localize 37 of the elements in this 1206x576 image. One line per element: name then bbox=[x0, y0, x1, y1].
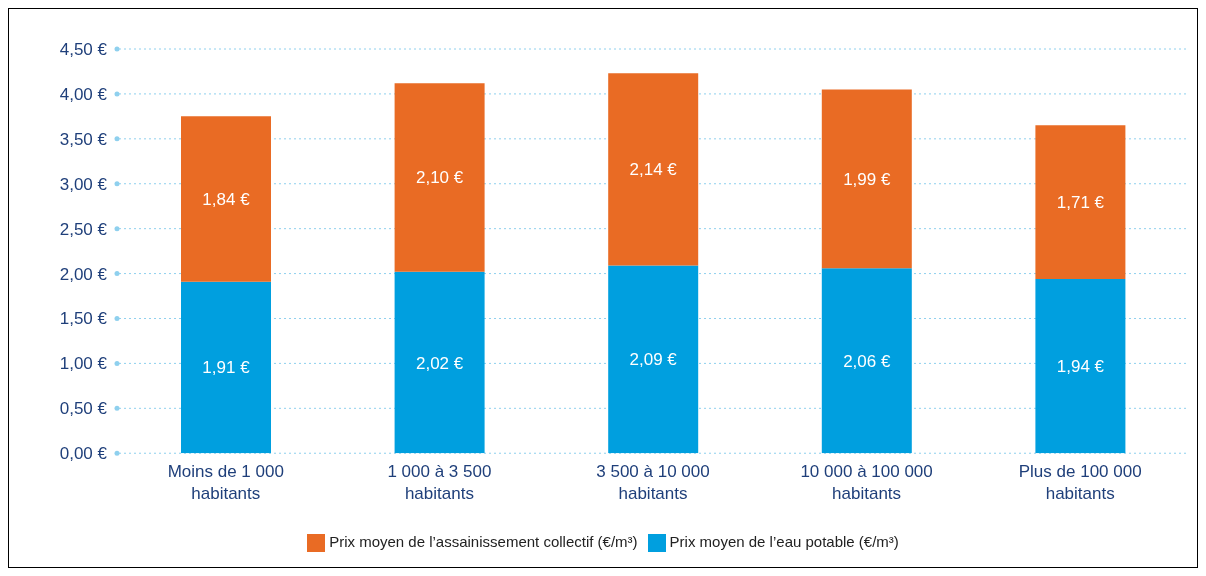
y-tick-label: 1,00 € bbox=[59, 354, 108, 374]
y-tick-label: 0,50 € bbox=[59, 399, 108, 419]
y-tick-label: 0,00 € bbox=[59, 444, 108, 464]
data-label: 1,84 € bbox=[202, 190, 251, 210]
data-label: 1,99 € bbox=[843, 169, 891, 189]
legend-label: Prix moyen de l’assainissement collectif (€/m³) bbox=[329, 533, 638, 551]
bar bbox=[1035, 125, 1126, 279]
bar bbox=[821, 89, 912, 269]
x-tick-label: 10 000 à 100 000 habitants bbox=[800, 462, 933, 504]
y-tick-label: 3,50 € bbox=[59, 129, 108, 149]
bar bbox=[1035, 278, 1126, 454]
bar bbox=[608, 73, 699, 266]
data-label: 2,10 € bbox=[415, 168, 464, 188]
bar bbox=[821, 268, 912, 454]
y-tick-label: 4,00 € bbox=[59, 84, 108, 104]
data-label: 1,91 € bbox=[202, 358, 251, 378]
data-label: 1,94 € bbox=[1056, 357, 1105, 377]
bar bbox=[394, 83, 485, 272]
y-tick-label: 2,50 € bbox=[59, 219, 108, 239]
data-label: 2,06 € bbox=[843, 351, 891, 371]
bar bbox=[394, 271, 485, 454]
data-label: 2,02 € bbox=[415, 353, 464, 373]
data-label: 1,71 € bbox=[1056, 193, 1105, 213]
x-tick-label: Plus de 100 000 habitants bbox=[1018, 462, 1142, 504]
bar bbox=[181, 281, 271, 454]
x-tick-label: 3 500 à 10 000 habitants bbox=[596, 462, 710, 504]
y-tick-label: 1,50 € bbox=[59, 309, 108, 329]
bar bbox=[181, 116, 271, 282]
data-label: 2,14 € bbox=[629, 160, 678, 180]
y-tick-label: 2,00 € bbox=[59, 264, 108, 284]
x-tick-label: Moins de 1 000 habitants bbox=[167, 462, 284, 504]
x-tick-label: 1 000 à 3 500 habitants bbox=[387, 462, 492, 504]
y-tick-label: 4,50 € bbox=[59, 40, 108, 59]
data-label: 2,09 € bbox=[629, 350, 678, 370]
bar bbox=[608, 265, 699, 454]
y-tick-label: 3,00 € bbox=[59, 174, 108, 194]
legend-label: Prix moyen de l’eau potable (€/m³) bbox=[669, 533, 899, 551]
